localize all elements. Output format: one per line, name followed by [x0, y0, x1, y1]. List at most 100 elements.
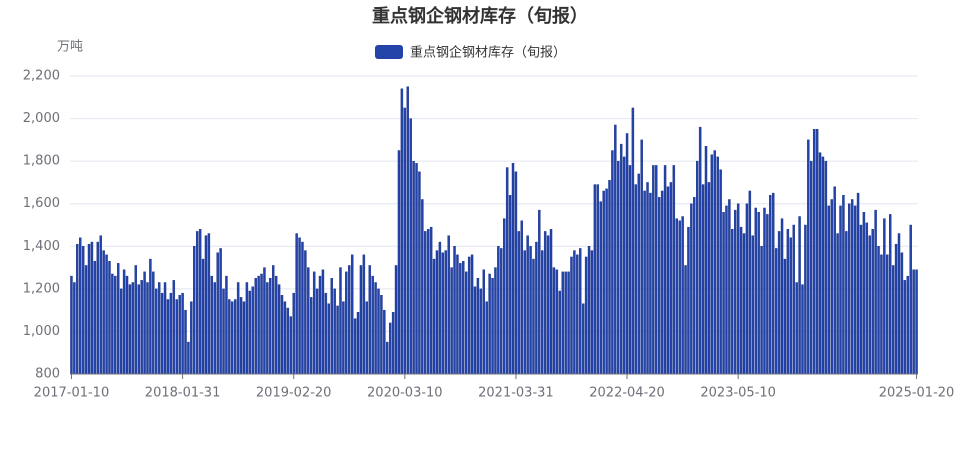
bar: [886, 254, 889, 375]
bar: [134, 265, 138, 375]
y-tick-label: 2,000: [23, 111, 60, 126]
bar: [348, 265, 351, 375]
bar: [254, 278, 257, 375]
bar: [418, 171, 421, 375]
bar: [777, 231, 781, 375]
bar: [497, 246, 500, 375]
bar: [374, 282, 377, 375]
bar: [722, 212, 725, 375]
bar: [368, 265, 371, 375]
bar: [137, 284, 140, 375]
bar: [406, 86, 409, 375]
bar: [725, 205, 728, 375]
bar: [307, 267, 310, 375]
bar: [564, 271, 567, 375]
bar: [140, 280, 143, 375]
bar: [599, 201, 602, 375]
bar: [175, 299, 178, 375]
bar: [824, 160, 828, 375]
bar: [195, 231, 199, 375]
bar: [96, 241, 100, 375]
bar: [269, 278, 272, 375]
bar: [494, 267, 497, 375]
bar: [900, 252, 904, 375]
bar: [462, 260, 465, 375]
bar: [868, 235, 871, 375]
bar: [76, 243, 79, 375]
bar: [561, 271, 564, 375]
bar: [505, 167, 509, 375]
bar: [324, 292, 328, 375]
bar: [289, 316, 292, 375]
bar: [473, 286, 477, 375]
bar: [304, 250, 307, 375]
bar: [87, 243, 91, 375]
bar: [108, 260, 111, 375]
bar: [713, 150, 716, 375]
bar: [488, 273, 491, 375]
bar: [70, 275, 73, 375]
bar: [318, 275, 322, 375]
bar: [470, 254, 474, 375]
bar: [836, 233, 839, 375]
bar: [839, 205, 842, 375]
bar: [745, 203, 749, 375]
bar: [804, 224, 807, 375]
bar: [772, 192, 775, 375]
bar: [511, 163, 515, 375]
bar: [845, 231, 848, 375]
bar: [315, 288, 319, 375]
bar: [646, 182, 649, 375]
bar: [310, 297, 313, 375]
bar: [850, 199, 854, 375]
bar: [707, 182, 711, 375]
bar: [181, 292, 184, 375]
bar: [833, 186, 836, 375]
bar: [581, 303, 585, 375]
bar: [190, 301, 193, 375]
bar: [894, 243, 898, 375]
bar: [742, 233, 746, 375]
bar: [251, 286, 254, 375]
bar: [222, 288, 225, 375]
bar: [622, 156, 626, 375]
bar: [883, 218, 886, 375]
bar: [541, 250, 544, 375]
bar: [792, 224, 795, 375]
bar: [596, 184, 600, 375]
bar: [359, 265, 363, 375]
bar: [204, 235, 208, 375]
bar: [675, 218, 678, 375]
bar: [780, 218, 784, 375]
bar: [245, 282, 249, 375]
bar: [865, 222, 869, 375]
bar: [193, 246, 196, 375]
bar: [637, 173, 640, 375]
bar: [719, 169, 722, 375]
bar: [394, 265, 398, 375]
bar: [128, 284, 132, 375]
bar: [657, 197, 661, 375]
bar: [897, 233, 901, 375]
bar: [573, 250, 576, 375]
bar: [93, 260, 97, 375]
bar: [681, 216, 684, 375]
bar: [330, 278, 333, 375]
bar: [155, 288, 158, 375]
bar: [429, 226, 433, 375]
bar: [163, 282, 167, 375]
bar: [605, 188, 608, 375]
bar: [590, 250, 594, 375]
bar: [579, 248, 582, 375]
chart-title: 重点钢企钢材库存（旬报）: [372, 5, 588, 27]
bar: [871, 229, 874, 375]
y-tick-label: 800: [35, 367, 60, 382]
bar: [491, 278, 494, 375]
bar: [342, 301, 345, 375]
bar: [862, 212, 866, 375]
bar: [549, 229, 553, 375]
bar: [415, 163, 418, 375]
bar: [696, 160, 699, 375]
y-tick-label: 1,600: [23, 196, 60, 211]
